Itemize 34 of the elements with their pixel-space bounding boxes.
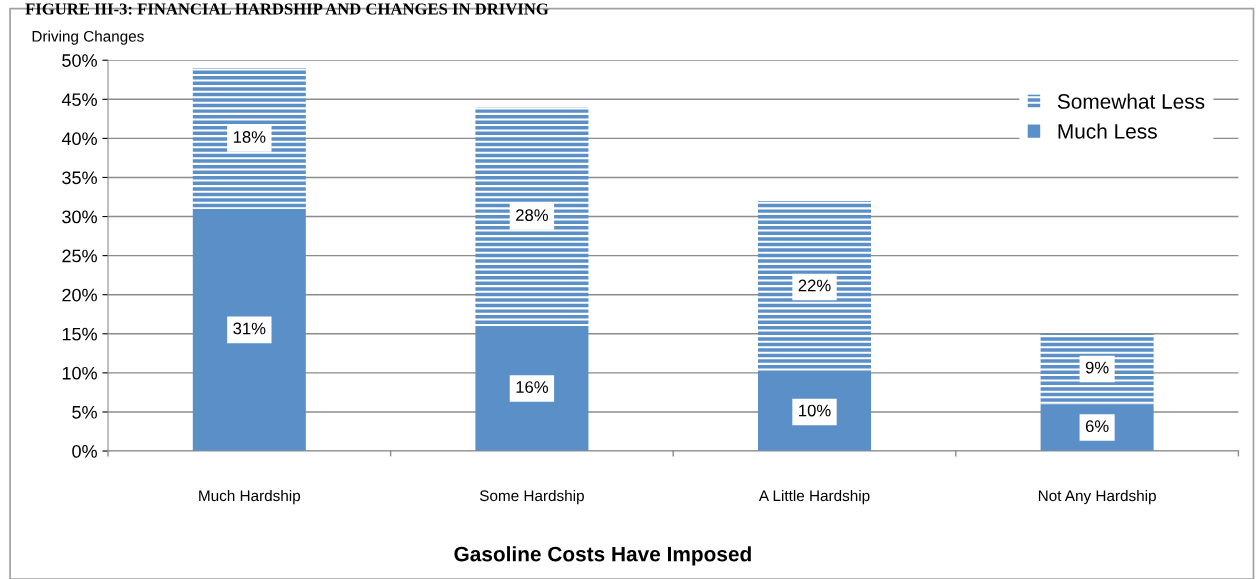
x-tick-label: Much Hardship [199, 489, 301, 505]
legend-label: Much Less [1058, 123, 1157, 139]
x-axis-title: Gasoline Costs Have Imposed [454, 546, 751, 566]
y-tick-label: 40% [61, 132, 97, 146]
data-label: 18% [233, 131, 266, 143]
data-label: 28% [516, 209, 548, 222]
data-label: 6% [1085, 420, 1109, 433]
bar [1040, 333, 1154, 405]
y-axis-title: Driving Changes [32, 30, 144, 45]
bar [758, 200, 872, 373]
data-label: 22% [798, 279, 831, 292]
y-tick-label: 10% [62, 366, 97, 380]
y-tick-label: 5% [72, 405, 97, 419]
y-tick-label: 35% [62, 171, 97, 185]
chart-title: FIGURE III-3: FINANCIAL HARDSHIP AND CHANGES IN DRIVING [25, 3, 549, 15]
data-label: 16% [516, 381, 548, 393]
data-label: 31% [233, 322, 266, 335]
x-tick-label: Not Any Hardship [1038, 489, 1156, 505]
y-tick-label: 0% [72, 444, 97, 458]
y-tick-label: 25% [62, 249, 97, 263]
y-tick-label: 45% [61, 93, 97, 107]
data-label: 10% [799, 404, 831, 417]
legend-label: Somewhat Less [1057, 93, 1205, 109]
y-tick-label: 50% [62, 54, 97, 67]
x-tick-label: Some Hardship [479, 489, 584, 505]
y-tick-label: 15% [62, 327, 97, 341]
bar [475, 107, 589, 326]
bar [192, 208, 306, 452]
y-tick-label: 20% [62, 288, 97, 302]
bar [192, 68, 306, 209]
x-tick-label: A Little Hardship [758, 489, 870, 505]
bar [475, 325, 589, 452]
data-label: 9% [1085, 361, 1109, 374]
y-tick-label: 30% [62, 210, 97, 224]
